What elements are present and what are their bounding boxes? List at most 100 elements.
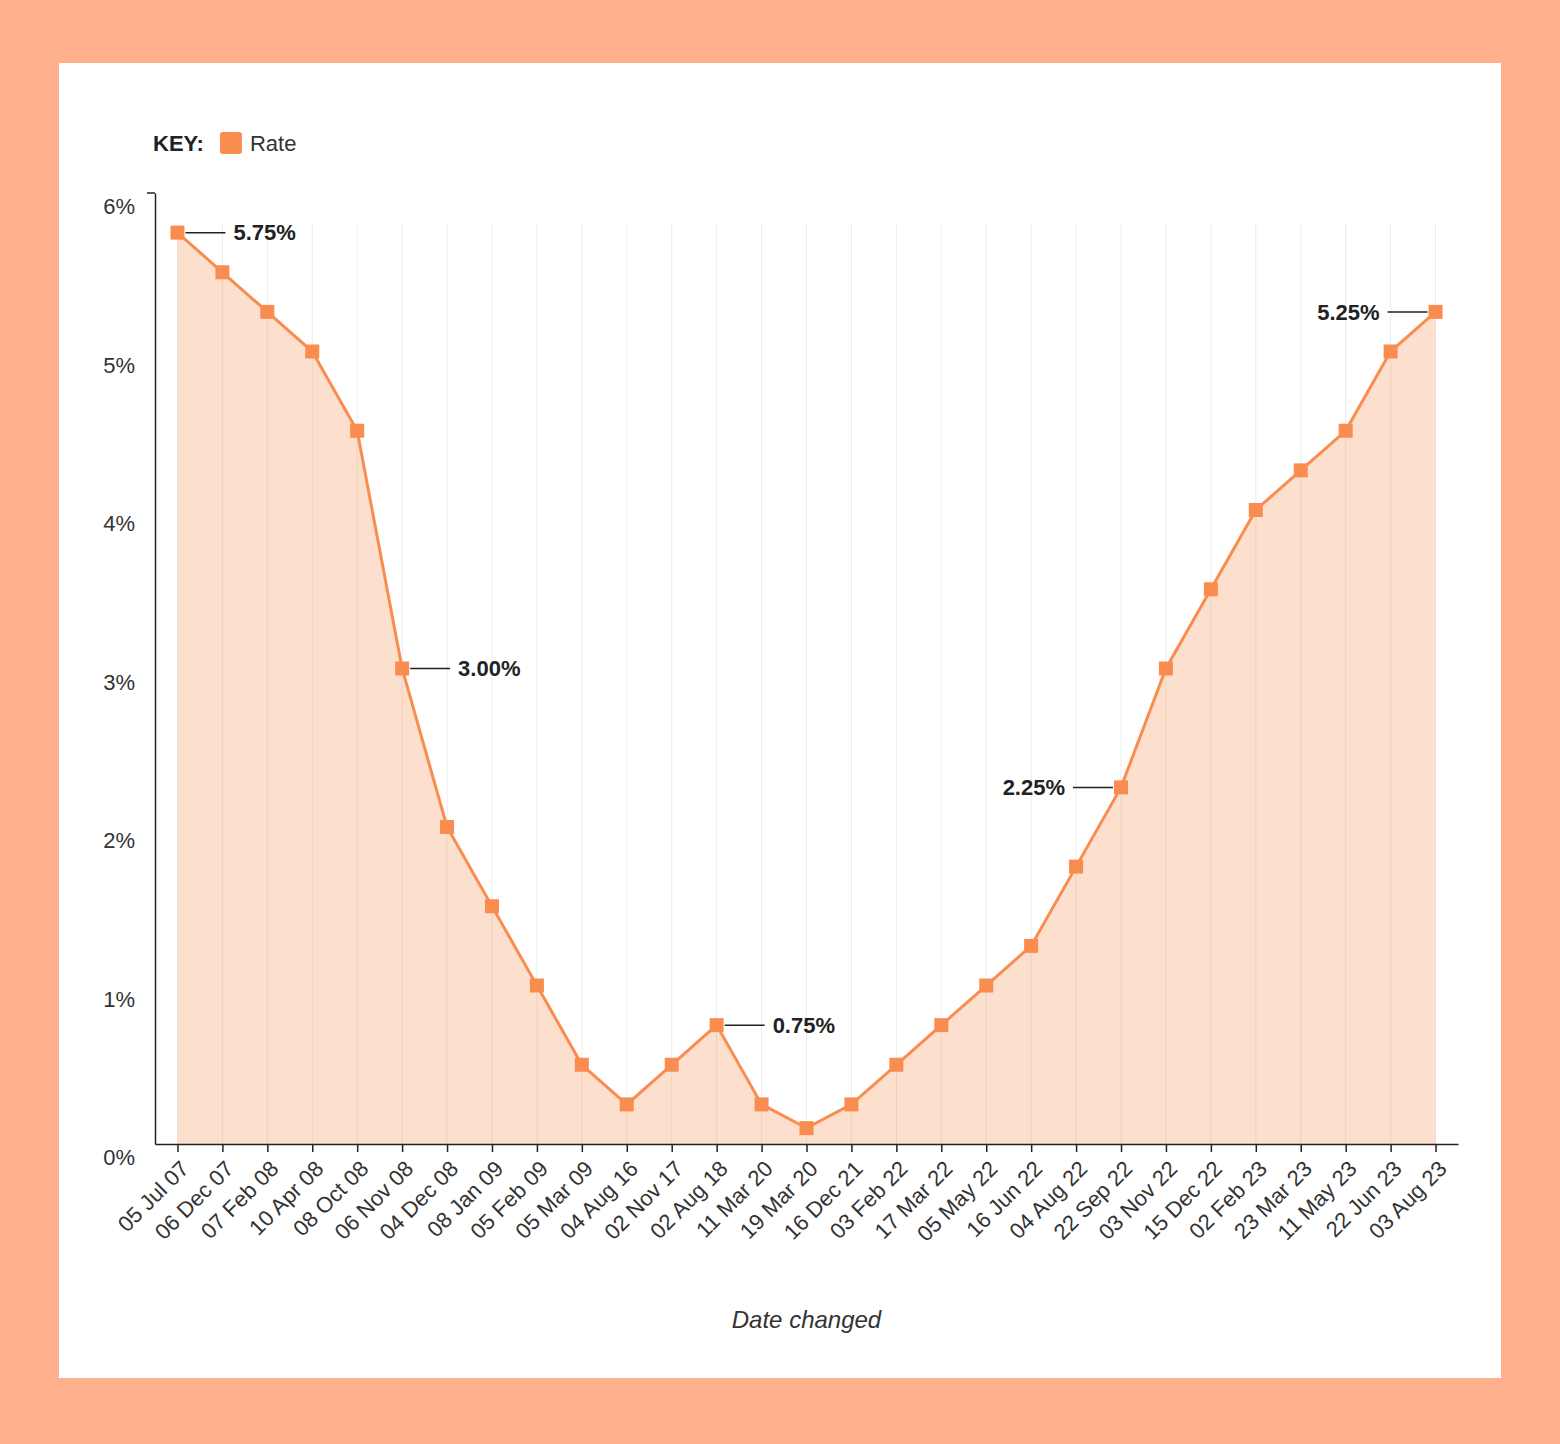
grid-line (896, 223, 897, 1144)
y-tick-label: 0% (103, 1145, 135, 1170)
x-tick-mark (986, 1144, 988, 1152)
marker (755, 1097, 769, 1111)
x-tick-mark (1435, 1144, 1437, 1152)
x-tick-mark (447, 1144, 449, 1152)
x-tick-mark (1076, 1144, 1078, 1152)
y-tick-label: 1% (103, 987, 135, 1012)
marker (1159, 662, 1173, 676)
x-tick-mark (582, 1144, 584, 1152)
x-tick-mark (851, 1144, 853, 1152)
marker (979, 979, 993, 993)
x-axis: 05 Jul 0706 Dec 0707 Feb 0810 Apr 0808 O… (113, 1144, 1459, 1246)
x-tick-label: 03 Aug 23 (1364, 1156, 1452, 1244)
annotation-label: 5.75% (233, 220, 295, 245)
x-tick-mark (1031, 1144, 1033, 1152)
x-axis-title: Date changed (732, 1306, 882, 1333)
x-tick-mark (1390, 1144, 1392, 1152)
marker (1069, 860, 1083, 874)
x-tick-mark (1121, 1144, 1123, 1152)
annotation-leader (410, 668, 450, 670)
x-tick-mark (671, 1144, 673, 1152)
marker (620, 1097, 634, 1111)
y-tick-label: 4% (103, 511, 135, 536)
marker (260, 305, 274, 319)
marker (934, 1018, 948, 1032)
annotation-label: 3.00% (458, 656, 520, 681)
grid-line (671, 223, 672, 1144)
y-tick: 0% (103, 1145, 155, 1171)
x-tick-mark (806, 1144, 808, 1152)
x-tick-mark (1300, 1144, 1302, 1152)
marker (485, 899, 499, 913)
y-tick: 1% (103, 986, 155, 1012)
marker (1114, 780, 1128, 794)
marker (440, 820, 454, 834)
marker (1339, 424, 1353, 438)
marker (889, 1058, 903, 1072)
x-tick-mark (716, 1144, 718, 1152)
marker (215, 265, 229, 279)
y-tick: 3% (103, 669, 155, 695)
marker (1249, 503, 1263, 517)
x-tick-mark (357, 1144, 359, 1152)
annotation-label: 0.75% (773, 1013, 835, 1038)
y-tick: 6% (103, 194, 155, 220)
grid-line (581, 223, 582, 1144)
marker (800, 1121, 814, 1135)
x-tick-mark (267, 1144, 269, 1152)
y-tick-label: 2% (103, 828, 135, 853)
x-tick-mark (1256, 1144, 1258, 1152)
legend-swatch (220, 132, 242, 154)
marker (1429, 305, 1443, 319)
marker (844, 1097, 858, 1111)
y-axis-line (155, 194, 157, 1145)
y-tick: 2% (103, 828, 155, 854)
x-tick-mark (312, 1144, 314, 1152)
y-axis: 0% 1% 2% 3% 4% 5% 6% (103, 194, 155, 1171)
x-tick-mark (537, 1144, 539, 1152)
rate-line (177, 233, 1435, 1129)
grid-line (941, 223, 942, 1144)
grid-line (851, 223, 852, 1144)
marker (1384, 345, 1398, 359)
x-tick-mark (1345, 1144, 1347, 1152)
chart-svg: 0% 1% 2% 3% 4% 5% 6% 05 Jul 0706 Dec 0707 Feb 0… (0, 0, 1560, 1444)
marker (395, 662, 409, 676)
area-fill (177, 233, 1435, 1144)
annotation-label: 5.25% (1317, 300, 1379, 325)
grid-line (761, 223, 762, 1144)
annotation-leader (725, 1024, 765, 1026)
x-tick-mark (896, 1144, 898, 1152)
x-tick-mark (177, 1144, 179, 1152)
x-tick-mark (222, 1144, 224, 1152)
annotation-leader (185, 232, 225, 234)
y-tick-label: 3% (103, 670, 135, 695)
y-tick-label: 6% (103, 194, 135, 219)
marker (1024, 939, 1038, 953)
marker (170, 226, 184, 240)
annotation-leader (1073, 787, 1113, 789)
annotation-label: 2.25% (1003, 775, 1065, 800)
plot-area (170, 226, 1442, 1144)
x-tick-mark (492, 1144, 494, 1152)
grid-line (806, 223, 807, 1144)
x-tick-mark (627, 1144, 629, 1152)
legend-title: KEY: (153, 131, 204, 156)
x-tick-mark (402, 1144, 404, 1152)
marker (665, 1058, 679, 1072)
y-axis-end-tick (147, 192, 155, 194)
marker (575, 1058, 589, 1072)
x-tick-mark (941, 1144, 943, 1152)
y-tick: 5% (103, 352, 155, 378)
grid-line (716, 223, 717, 1144)
y-tick: 4% (103, 511, 155, 537)
marker (710, 1018, 724, 1032)
annotation-leader (1388, 311, 1428, 313)
marker (1204, 582, 1218, 596)
grid (177, 223, 1435, 1144)
x-tick: 03 Aug 23 (1364, 1144, 1452, 1244)
marker (305, 345, 319, 359)
marker (1294, 463, 1308, 477)
x-tick-mark (761, 1144, 763, 1152)
x-tick-mark (1166, 1144, 1168, 1152)
